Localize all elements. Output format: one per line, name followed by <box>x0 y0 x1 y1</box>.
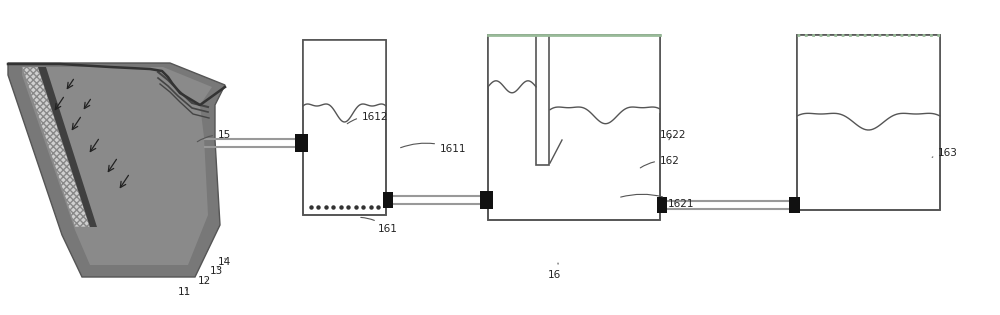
Bar <box>483 191 493 209</box>
Text: 15: 15 <box>197 130 231 142</box>
Text: 13: 13 <box>210 266 223 276</box>
Text: 163: 163 <box>932 148 958 158</box>
Bar <box>298 134 308 152</box>
Bar <box>797 35 940 210</box>
Text: 1621: 1621 <box>621 194 694 209</box>
Bar <box>797 35 940 210</box>
Bar <box>797 35 940 210</box>
Bar <box>295 134 306 152</box>
Bar <box>488 35 660 220</box>
Bar <box>797 35 940 119</box>
Polygon shape <box>22 67 90 227</box>
Bar <box>303 40 386 110</box>
Bar <box>480 191 491 209</box>
Bar <box>789 197 800 213</box>
Text: 11: 11 <box>178 287 191 297</box>
Polygon shape <box>38 67 97 227</box>
Text: 12: 12 <box>198 276 211 286</box>
Bar <box>657 197 667 213</box>
Text: 16: 16 <box>548 263 561 280</box>
Bar <box>303 40 386 215</box>
Bar <box>488 35 536 87</box>
Bar <box>536 35 549 164</box>
Text: 1611: 1611 <box>401 143 466 154</box>
Polygon shape <box>22 67 212 265</box>
Text: 161: 161 <box>361 217 398 234</box>
Text: 162: 162 <box>640 156 680 168</box>
Bar <box>488 35 660 220</box>
Bar <box>549 35 660 113</box>
Text: 1622: 1622 <box>660 130 686 140</box>
Bar <box>383 192 393 208</box>
Polygon shape <box>8 63 225 277</box>
Bar <box>303 40 386 215</box>
Text: 14: 14 <box>218 257 231 267</box>
Text: 1612: 1612 <box>347 112 388 124</box>
Bar <box>303 40 386 215</box>
Bar <box>488 35 660 220</box>
